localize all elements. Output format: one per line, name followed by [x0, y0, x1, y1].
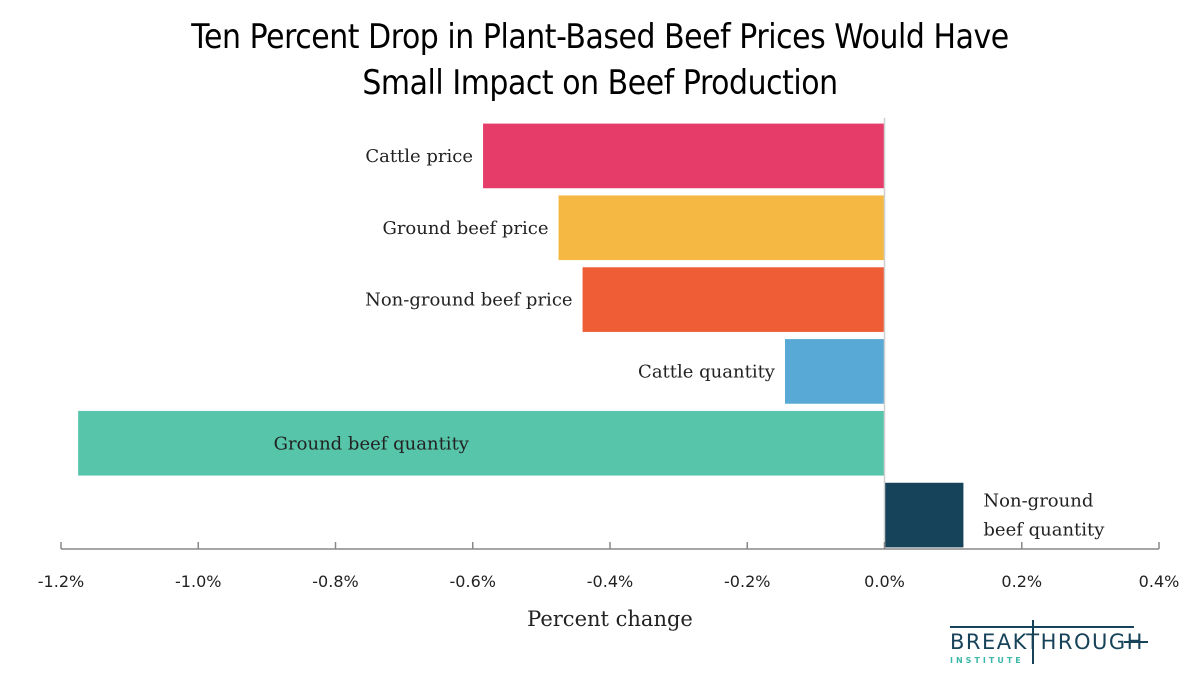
category-label-line: Non-ground [983, 491, 1093, 512]
bar-ground-beef-price [558, 195, 885, 261]
category-label: Ground beef price [382, 218, 548, 239]
chart-title-line-2: Small Impact on Beef Production [362, 63, 838, 103]
category-label: Ground beef quantity [274, 433, 470, 454]
logo-vertical-stroke [1032, 620, 1034, 664]
bar-non-ground-beef-quantity [884, 482, 964, 548]
x-tick-label: 0.2% [1001, 572, 1042, 591]
logo-subtitle: INSTITUTE [950, 656, 1024, 665]
breakthrough-institute-logo: BREAKTHROUGH INSTITUTE [948, 620, 1153, 670]
category-label-line: Ground beef quantity [274, 433, 470, 454]
category-label-line: Cattle price [365, 146, 473, 167]
x-tick-label: -0.4% [587, 572, 633, 591]
bar-cattle-price [483, 123, 885, 189]
x-axis-title: Percent change [527, 607, 693, 631]
category-label-line: Non-ground beef price [365, 290, 572, 311]
category-label-line: beef quantity [983, 520, 1105, 541]
bar-non-ground-beef-price [582, 267, 885, 332]
x-tick-label: -0.2% [724, 572, 770, 591]
category-label: Cattle price [365, 146, 473, 167]
category-label: Cattle quantity [638, 361, 776, 382]
chart-title: Ten Percent Drop in Plant-Based Beef Pri… [72, 14, 1128, 106]
chart-title-line-1: Ten Percent Drop in Plant-Based Beef Pri… [191, 17, 1009, 57]
x-axis: -1.2% -1.0% -0.8% -0.6% -0.4% -0.2% 0.0% 0.2% 0.… [38, 118, 1180, 591]
bar-cattle-quantity [784, 339, 885, 404]
logo-wordmark: BREAKTHROUGH [950, 630, 1144, 654]
x-tick-label: -0.6% [450, 572, 496, 591]
x-tick-label: 0.4% [1139, 572, 1180, 591]
category-label-line: Cattle quantity [638, 361, 776, 382]
bars-group [78, 123, 964, 548]
category-label: Non-ground beef quantity [983, 491, 1105, 541]
category-label-line: Ground beef price [382, 218, 548, 239]
logo-top-rule [950, 626, 1134, 628]
bar-ground-beef-quantity [78, 410, 885, 476]
category-labels-group: Cattle price Ground beef price Non-ground … [274, 146, 1106, 541]
x-tick-label: -0.8% [312, 572, 358, 591]
x-tick-label: -1.2% [38, 572, 84, 591]
x-tick-label: -1.0% [175, 572, 221, 591]
logo-tail-rule [1124, 641, 1148, 643]
x-tick-label: 0.0% [864, 572, 905, 591]
category-label: Non-ground beef price [365, 290, 572, 311]
